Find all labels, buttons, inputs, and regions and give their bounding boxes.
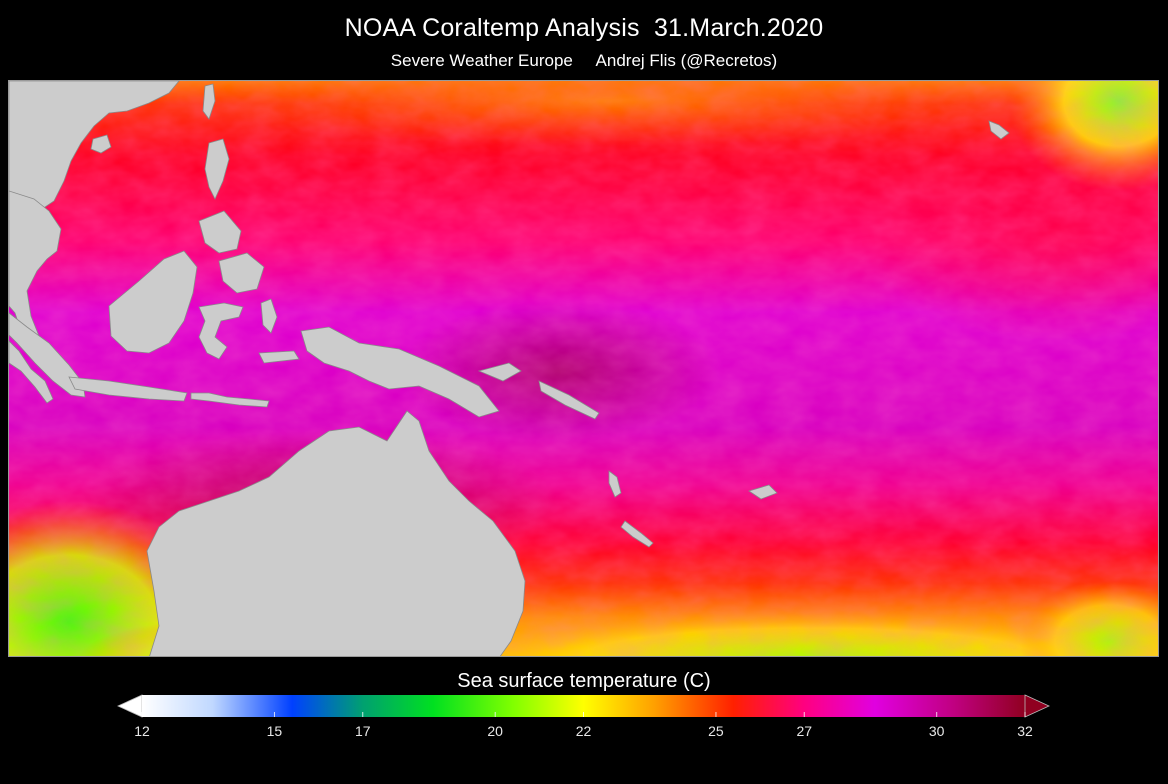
colorbar-tick-label: 15: [266, 723, 283, 739]
java: [68, 376, 188, 402]
taiwan: [202, 83, 216, 120]
fiji: [748, 484, 778, 500]
map-subtitle: Severe Weather Europe Andrej Flis (@Recr…: [390, 51, 778, 70]
sst-map-graphic: [9, 81, 1158, 656]
colorbar-tick-label: 22: [575, 723, 592, 739]
temperature-colorbar: [117, 694, 1050, 718]
sst-map[interactable]: [8, 80, 1159, 657]
map-title: NOAA Coraltemp Analysis 31.March.2020: [344, 14, 824, 42]
new-britain: [477, 362, 522, 382]
lesser-sunda: [190, 392, 270, 408]
new-caledonia: [620, 520, 654, 548]
legend-title: Sea surface temperature (C): [457, 670, 711, 692]
borneo: [108, 250, 198, 354]
philippines-visayas: [198, 210, 242, 254]
philippines-mindanao: [218, 252, 265, 294]
sumatra: [9, 312, 86, 398]
maluku: [260, 298, 278, 334]
solomon-islands: [538, 380, 600, 420]
hainan: [90, 134, 112, 154]
australia: [146, 410, 526, 656]
vanuatu: [608, 470, 622, 498]
philippines-luzon: [204, 138, 230, 200]
colorbar-tick-label: 25: [708, 723, 724, 739]
colorbar-tick-label: 30: [928, 723, 945, 739]
colorbar-tick-label: 12: [134, 723, 150, 739]
seram: [258, 350, 300, 364]
land-masses: [9, 81, 1010, 656]
colorbar-tick-label: 27: [796, 723, 813, 739]
sulawesi: [198, 302, 244, 360]
colorbar-tick-label: 17: [354, 723, 371, 739]
new-guinea: [300, 326, 500, 418]
malay-peninsula: [9, 340, 54, 404]
colorbar-tick-label: 32: [1017, 723, 1033, 739]
colorbar-tick-label: 20: [487, 723, 503, 739]
hawaii: [988, 120, 1010, 140]
